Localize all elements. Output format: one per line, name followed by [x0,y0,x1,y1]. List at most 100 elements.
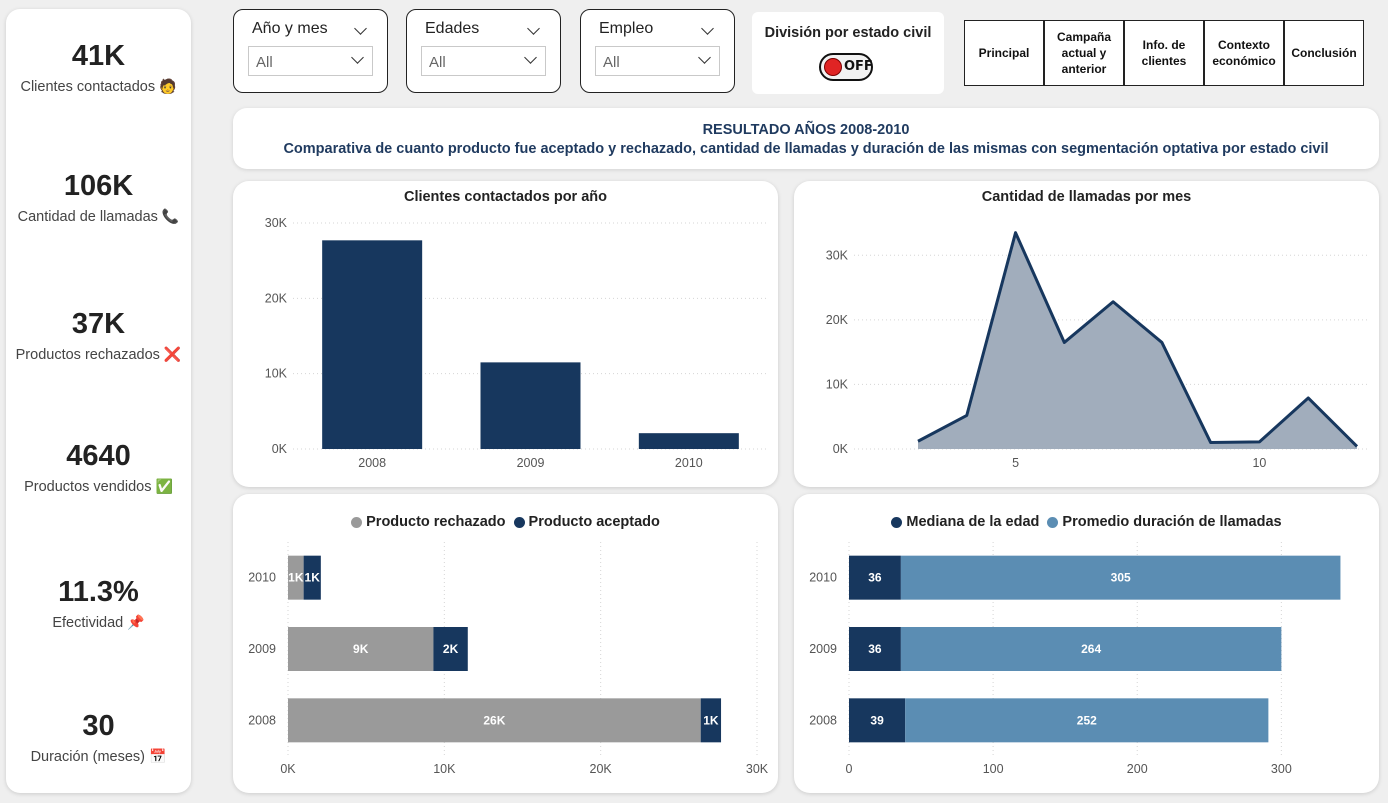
banner-title: RESULTADO AÑOS 2008-2010 [702,122,910,138]
x-tick-label: 100 [983,762,1004,776]
kpi-value: 11.3% [58,576,139,608]
y-tick-label: 0K [833,442,849,456]
filter-dropdown[interactable]: All [421,46,546,76]
chevron-down-icon[interactable] [527,22,540,35]
phone-icon: 📞 [161,208,180,224]
results-banner: RESULTADO AÑOS 2008-2010 Comparativa de … [233,108,1379,169]
nav-contexto-button[interactable]: Contexto económico [1204,20,1284,86]
x-tick-label: 200 [1127,762,1148,776]
kpi-value: 30 [82,710,115,742]
chevron-down-icon[interactable] [698,51,711,64]
toggle-title: División por estado civil [764,25,932,41]
bar-segment [288,555,304,600]
cross-icon: ❌ [163,346,182,362]
chart4-plot: 0 100 200 300 2010 36 305 2009 36 264 2008 39 252 [809,542,1341,776]
x-tick-label: 0 [846,762,853,776]
legend-label: Promedio duración de llamadas [1062,514,1282,530]
filter-anio-mes[interactable]: Año y mes All [233,9,388,93]
data-label: 264 [1081,642,1101,656]
filter-dropdown[interactable]: All [248,46,373,76]
data-label: 1K [288,571,304,585]
chevron-down-icon[interactable] [351,51,364,64]
filter-value: All [603,54,620,71]
bar-segment [900,627,1282,671]
chart-clientes-por-anio: Clientes contactados por año 0K 10K 20K 30K… [233,181,778,487]
nav-campana-button[interactable]: Campaña actual y anterior [1044,20,1124,86]
x-tick-label: 300 [1271,762,1292,776]
filter-empleo[interactable]: Empleo All [580,9,735,93]
y-tick-label: 2010 [809,571,837,585]
data-label: 26K [483,713,505,727]
legend-dot [1047,516,1059,528]
pin-icon: 📌 [127,614,145,630]
filter-value: All [429,54,446,71]
chevron-down-icon[interactable] [354,22,367,35]
marital-status-toggle[interactable]: OFF [819,53,873,81]
legend-dot [351,516,363,528]
data-label: 1K [305,571,321,585]
legend-label: Producto rechazado [366,514,506,530]
bar-segment [303,555,321,600]
filter-title: Año y mes [252,20,328,37]
chart-title: Cantidad de llamadas por mes [981,189,1192,205]
kpi-panel: 41K Clientes contactados 🧑 106K Cantidad … [6,9,191,793]
x-tick-label: 2010 [675,456,703,470]
person-icon: 🧑 [159,78,177,94]
kpi-value: 41K [71,40,126,72]
nav-principal-button[interactable]: Principal [964,20,1044,86]
bar-segment [700,698,722,743]
filter-dropdown[interactable]: All [595,46,720,76]
x-tick-label: 10K [433,762,456,776]
legend-dot [891,516,903,528]
bar-segment [849,698,906,743]
bar [480,362,581,449]
x-tick-label: 10 [1252,456,1266,470]
toggle-state: OFF [844,59,873,74]
chevron-down-icon[interactable] [701,22,714,35]
nav-conclusion-button[interactable]: Conclusión [1284,20,1364,86]
x-tick-label: 20K [590,762,613,776]
legend-item-aceptado[interactable]: Producto aceptado [513,514,660,530]
y-tick-label: 2008 [809,713,837,727]
data-label: 36 [868,642,882,656]
kpi-value: 106K [63,170,134,202]
x-tick-label: 5 [1012,456,1019,470]
bar-segment [849,555,901,600]
chart-llamadas-por-mes: Cantidad de llamadas por mes 0K 10K 20K 30K… [794,181,1379,487]
bar-segment [849,627,901,671]
bar [322,240,423,449]
banner-subtitle: Comparativa de cuanto producto fue acept… [283,141,1329,157]
x-tick-label: 0K [280,762,296,776]
y-tick-label: 2009 [248,642,276,656]
legend-item-duracion[interactable]: Promedio duración de llamadas [1047,514,1282,530]
bar-segment [900,555,1341,600]
legend-item-rechazado[interactable]: Producto rechazado [351,514,506,530]
y-tick-label: 20K [826,313,849,327]
check-icon: ✅ [155,478,173,494]
chart-legend: Producto rechazado Producto aceptado [233,514,778,532]
kpi-label: Cantidad de llamadas [17,209,158,225]
data-label: 305 [1111,571,1131,585]
legend-label: Mediana de la edad [906,514,1040,530]
bar-segment [288,627,434,671]
data-label: 252 [1077,713,1097,727]
legend-label: Producto aceptado [528,514,660,530]
marital-status-toggle-box: División por estado civil OFF [752,12,944,94]
chevron-down-icon[interactable] [524,51,537,64]
nav-info-clientes-button[interactable]: Info. de clientes [1124,20,1204,86]
legend-item-edad[interactable]: Mediana de la edad [891,514,1039,530]
kpi-label: Duración (meses) [30,749,145,765]
kpi-clientes-contactados: 41K Clientes contactados 🧑 [6,39,191,96]
kpi-label: Clientes contactados [20,79,156,95]
calendar-icon: 📅 [148,748,167,764]
area-fill [918,232,1357,449]
kpi-cantidad-llamadas: 106K Cantidad de llamadas 📞 [6,169,191,226]
chart-title: Clientes contactados por año [403,189,608,205]
y-tick-label: 30K [826,248,849,262]
data-label: 36 [868,571,882,585]
kpi-value: 4640 [66,440,131,472]
data-label: 39 [870,713,884,727]
toggle-knob [824,58,842,76]
filter-edades[interactable]: Edades All [406,9,561,93]
